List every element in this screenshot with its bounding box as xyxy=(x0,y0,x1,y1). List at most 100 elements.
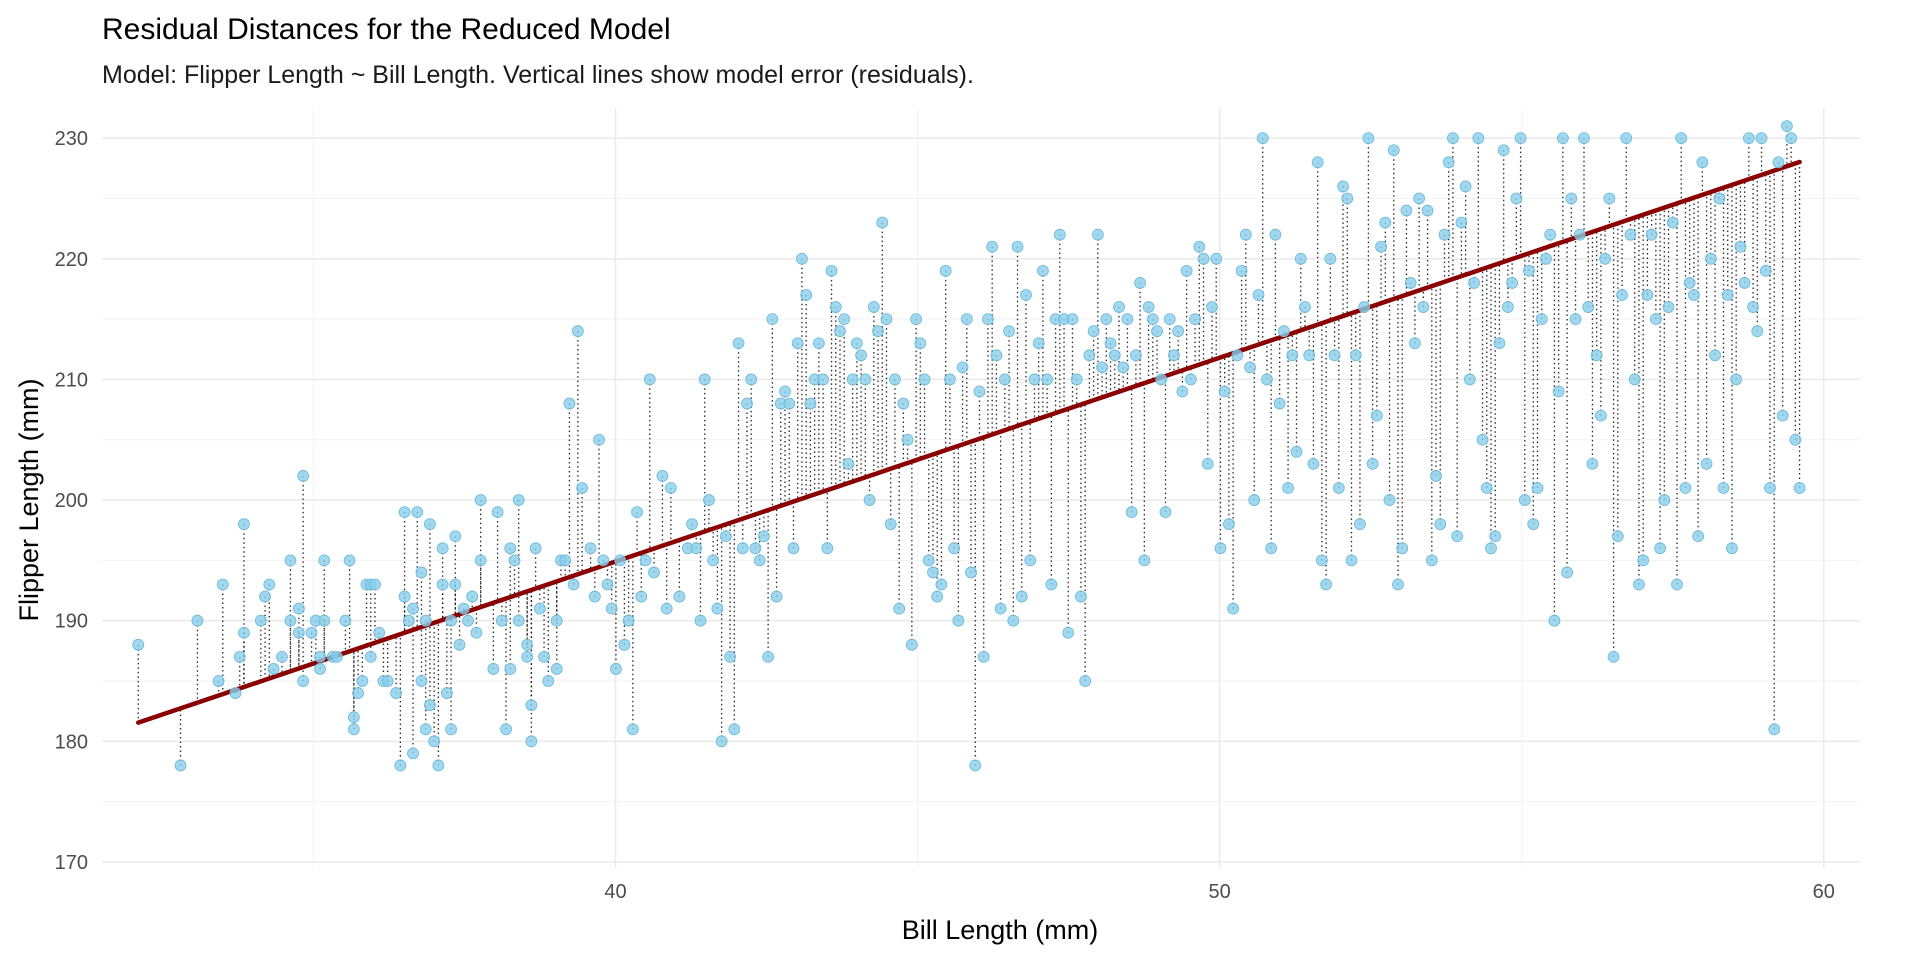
data-point xyxy=(622,614,635,627)
data-point xyxy=(889,373,901,386)
data-point xyxy=(897,397,910,410)
data-point xyxy=(1332,482,1345,494)
data-point xyxy=(1172,325,1185,338)
data-point xyxy=(1755,132,1768,145)
data-point xyxy=(804,397,817,410)
data-point xyxy=(1096,361,1108,374)
data-point xyxy=(842,457,855,470)
data-point xyxy=(1413,192,1426,205)
data-point xyxy=(1189,313,1201,326)
data-point xyxy=(1206,301,1218,313)
data-point xyxy=(927,566,939,579)
data-point xyxy=(1472,132,1485,145)
data-point xyxy=(1392,578,1404,591)
data-point xyxy=(990,349,1003,362)
data-point xyxy=(297,470,310,482)
data-point xyxy=(631,506,643,519)
data-point xyxy=(1738,277,1751,289)
data-point xyxy=(1142,301,1155,313)
data-point xyxy=(390,687,403,699)
data-point xyxy=(1125,506,1138,519)
data-point xyxy=(876,216,889,229)
data-point xyxy=(445,614,457,627)
data-point xyxy=(1146,313,1159,326)
data-point xyxy=(1015,590,1028,603)
data-point xyxy=(398,590,411,603)
data-point xyxy=(605,602,618,615)
data-point xyxy=(174,759,187,772)
data-point xyxy=(1493,337,1506,350)
data-point xyxy=(1383,494,1396,506)
data-point xyxy=(1028,373,1041,386)
data-point xyxy=(1747,301,1759,313)
data-point xyxy=(1713,192,1726,205)
data-point xyxy=(1556,132,1569,145)
data-point xyxy=(1218,385,1231,398)
data-point xyxy=(297,675,310,687)
data-point xyxy=(918,373,931,386)
data-point xyxy=(263,578,276,591)
data-point xyxy=(1683,277,1696,289)
data-point xyxy=(724,650,736,663)
data-point xyxy=(1506,277,1519,289)
data-point xyxy=(292,626,305,639)
data-point xyxy=(576,482,589,494)
data-point xyxy=(1675,132,1688,145)
data-point xyxy=(1679,482,1692,494)
data-point xyxy=(347,711,360,724)
data-point xyxy=(1654,542,1666,555)
data-point xyxy=(1523,264,1535,277)
y-tick-label: 170 xyxy=(55,852,88,874)
x-tick-label: 40 xyxy=(604,881,626,903)
data-point xyxy=(1480,482,1493,494)
data-point xyxy=(1696,156,1709,169)
data-point xyxy=(872,325,884,338)
data-point xyxy=(905,638,918,651)
data-point xyxy=(1197,252,1210,265)
data-point xyxy=(563,397,576,410)
data-point xyxy=(1565,192,1578,205)
data-point xyxy=(766,313,779,326)
data-point xyxy=(1370,409,1383,422)
data-point xyxy=(1379,216,1392,229)
data-point xyxy=(1244,361,1256,374)
y-tick-label: 210 xyxy=(55,369,88,391)
data-point xyxy=(745,373,758,386)
data-point xyxy=(719,530,732,543)
data-point xyxy=(1396,542,1409,555)
data-point xyxy=(648,566,660,579)
data-point xyxy=(1320,578,1333,591)
data-point xyxy=(1781,120,1793,132)
data-point xyxy=(1282,482,1294,494)
data-point xyxy=(1590,349,1603,362)
data-point xyxy=(1548,614,1561,627)
data-point xyxy=(1286,349,1299,362)
data-point xyxy=(741,397,753,410)
data-point xyxy=(550,663,563,675)
data-point xyxy=(1024,554,1037,567)
grid xyxy=(102,108,1860,868)
data-point xyxy=(1789,433,1802,446)
data-point xyxy=(1020,289,1032,301)
data-point xyxy=(1633,578,1645,591)
data-point xyxy=(618,638,631,651)
data-point xyxy=(1041,373,1054,386)
data-point xyxy=(1113,301,1125,313)
data-point xyxy=(1062,626,1075,639)
data-point xyxy=(1117,361,1130,374)
data-point xyxy=(525,735,538,748)
data-point xyxy=(1362,132,1375,145)
data-point xyxy=(314,650,326,663)
data-point xyxy=(1607,650,1620,663)
data-point xyxy=(474,494,487,506)
data-point xyxy=(1345,554,1358,567)
data-point xyxy=(931,590,944,603)
regression-line-segment xyxy=(135,159,1802,725)
data-point xyxy=(1628,373,1641,386)
data-point xyxy=(1476,433,1489,446)
data-point xyxy=(1692,530,1705,543)
data-point xyxy=(779,385,791,398)
data-point xyxy=(331,650,343,663)
data-point xyxy=(339,614,352,627)
data-point xyxy=(1053,228,1066,241)
